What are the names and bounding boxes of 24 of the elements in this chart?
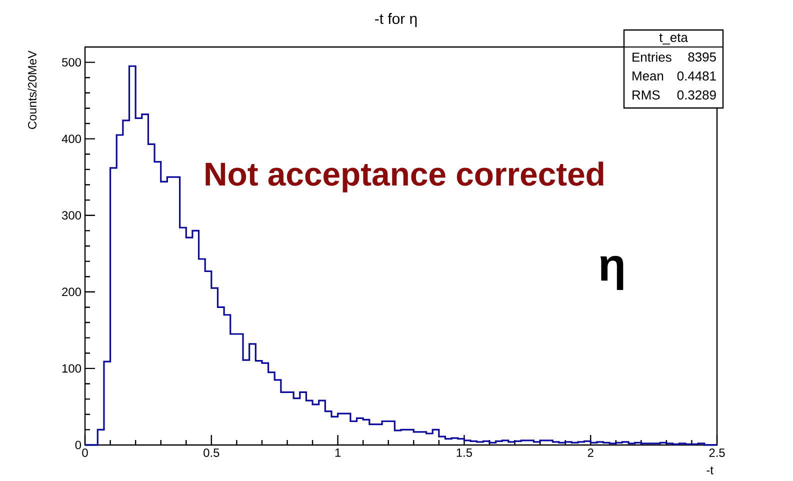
- y-tick-label: 500: [62, 58, 82, 67]
- y-tick-label: 0: [75, 440, 82, 450]
- annotation: 8395: [688, 52, 716, 62]
- text: t_eta: [659, 34, 688, 44]
- annotation: Mean: [632, 71, 664, 81]
- annotation: η: [600, 256, 624, 290]
- chart-title: -t for η: [375, 13, 417, 27]
- y-tick-label: 200: [62, 288, 82, 296]
- y-tick-label: 400: [62, 134, 82, 144]
- annotation: Not acceptance corrected: [206, 162, 604, 192]
- annotation: RMS: [632, 90, 660, 100]
- y-tick-label: 300: [62, 211, 82, 220]
- x-tick-label: 2: [588, 448, 594, 457]
- x-tick-label: 1.5: [456, 448, 472, 457]
- annotation: 0.4481: [677, 71, 716, 81]
- annotation: Entries: [632, 52, 672, 62]
- y-tick-label: 100: [62, 364, 82, 373]
- annotation: 0.3289: [677, 90, 716, 100]
- x-tick-label: 2.5: [709, 448, 725, 457]
- x-tick-label: 1: [335, 448, 341, 457]
- x-tick-label: 0: [82, 448, 88, 457]
- x-axis-title: -t: [706, 466, 714, 474]
- y-axis-title: Counts/20MeV: [28, 50, 36, 129]
- x-tick-label: 0.5: [204, 448, 220, 457]
